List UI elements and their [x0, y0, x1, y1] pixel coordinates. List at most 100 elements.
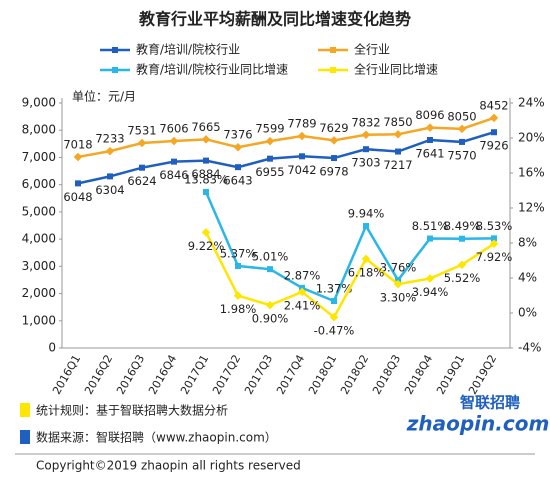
legend-label: 全行业同比增速 [354, 62, 438, 77]
marker [265, 300, 275, 310]
marker [457, 260, 467, 269]
y-tick-label: 1,000 [22, 313, 56, 327]
marker [361, 130, 371, 140]
data-label: 9.94% [348, 207, 385, 221]
data-label: 8.53% [476, 219, 513, 233]
data-label: 6643 [223, 174, 252, 188]
data-label: 7217 [383, 158, 412, 172]
series-line [204, 191, 495, 303]
marker [201, 135, 211, 144]
x-tick-label: 2017Q1 [178, 353, 211, 397]
marker [363, 223, 369, 230]
y-tick-label: 5,000 [22, 204, 56, 218]
marker [329, 312, 339, 322]
marker [233, 142, 243, 152]
data-label: 7850 [383, 115, 412, 129]
data-label: 7.92% [476, 250, 513, 264]
marker [363, 146, 369, 153]
legend-label: 教育/培训/院校行业同比增速 [136, 62, 288, 77]
data-label: 7570 [447, 148, 476, 162]
data-label: 7629 [319, 121, 348, 135]
data-label: 7303 [351, 156, 380, 170]
data-label: -0.47% [314, 324, 355, 338]
data-label: 8.49% [444, 219, 481, 233]
data-label: 7641 [415, 146, 444, 160]
marker [491, 129, 497, 136]
data-label: 7531 [127, 123, 156, 137]
y-tick-label: 2,000 [22, 286, 56, 300]
data-label: 6846 [159, 168, 188, 182]
marker [171, 158, 177, 165]
marker [457, 124, 467, 134]
data-label: 3.30% [380, 291, 417, 305]
y2-tick-label: 20% [518, 131, 545, 145]
data-label: 7042 [287, 163, 316, 177]
marker [459, 138, 465, 145]
y-tick-label: 6,000 [22, 177, 56, 191]
y-tick-label: 8,000 [22, 123, 56, 137]
marker [107, 173, 113, 180]
marker [297, 131, 307, 141]
x-tick-label: 2017Q4 [274, 353, 307, 397]
marker [233, 291, 243, 300]
legend-marker [112, 67, 118, 73]
marker [329, 136, 339, 145]
y2-tick-label: 4% [518, 271, 537, 285]
marker [297, 287, 307, 297]
data-label: 7376 [223, 128, 252, 142]
data-label: 3.76% [380, 261, 417, 275]
marker [395, 148, 401, 155]
data-label: 6304 [95, 183, 124, 197]
marker [169, 136, 179, 146]
marker [427, 136, 433, 143]
data-label: 5.37% [220, 247, 257, 261]
marker [489, 239, 499, 248]
x-tick-label: 2016Q1 [50, 353, 83, 397]
marker [489, 113, 499, 123]
marker [105, 146, 115, 156]
data-label: 5.52% [444, 271, 481, 285]
x-tick-label: 2017Q2 [210, 353, 243, 397]
y-tick-label: 0 [48, 341, 56, 355]
x-tick-label: 2016Q2 [82, 353, 115, 397]
data-label: 1.37% [316, 282, 353, 296]
marker [75, 180, 81, 187]
marker [139, 164, 145, 171]
y2-tick-label: 8% [518, 236, 537, 250]
data-label: 8452 [479, 98, 508, 112]
legend-label: 全行业 [354, 42, 390, 57]
data-label: 9.22% [188, 239, 225, 253]
y2-tick-label: 16% [518, 166, 545, 180]
data-label: 6955 [255, 165, 284, 179]
legend-marker [112, 47, 118, 53]
marker [393, 279, 403, 289]
legend-marker [330, 67, 336, 73]
data-label: 5.01% [252, 250, 289, 264]
series-line [204, 231, 495, 320]
x-tick-label: 2018Q1 [306, 353, 339, 397]
data-label: 2.87% [284, 268, 321, 282]
x-tick-label: 2019Q1 [434, 353, 467, 397]
marker [425, 123, 435, 132]
data-label: 7665 [191, 120, 220, 134]
x-tick-label: 2016Q4 [146, 353, 179, 397]
data-label: 1.98% [220, 302, 257, 316]
footer-icon [20, 430, 30, 444]
series-line [77, 116, 495, 159]
y2-tick-label: 24% [518, 96, 545, 110]
data-label: 7789 [287, 116, 316, 130]
y2-tick-label: -4% [518, 341, 541, 355]
series-line [77, 131, 495, 185]
y-tick-label: 7,000 [22, 150, 56, 164]
marker [427, 235, 433, 242]
marker [73, 152, 83, 162]
x-tick-label: 2019Q2 [466, 353, 499, 397]
marker [203, 157, 209, 164]
data-label: 7599 [255, 122, 284, 136]
data-label: 6624 [127, 174, 156, 188]
data-label: 7926 [479, 139, 508, 153]
footer-rule: 统计规则：基于智联招聘大数据分析 [36, 403, 228, 418]
data-label: 6978 [319, 165, 348, 179]
legend-marker [330, 47, 336, 53]
